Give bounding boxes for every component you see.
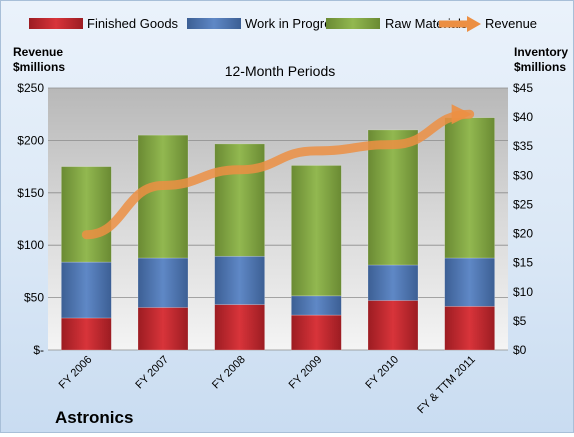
left-axis-tick-label: $200 — [17, 133, 44, 147]
x-axis-category-label: FY & TTM 2011 — [415, 354, 478, 417]
bar-work-in-progress — [367, 264, 419, 301]
bar-work-in-progress — [61, 261, 112, 319]
x-axis-category-label: FY 2006 — [57, 354, 95, 392]
bars-group — [61, 117, 495, 351]
bar-work-in-progress — [291, 295, 342, 316]
left-axis-title-line1: Revenue — [13, 45, 63, 59]
left-axis-tick-label: $- — [33, 343, 44, 357]
right-axis-title-line1: Inventory — [514, 45, 568, 59]
bar-raw-materials — [367, 129, 419, 266]
right-axis-tick-label: $30 — [513, 168, 533, 182]
legend-label-work-in-progress: Work in Progress — [245, 16, 345, 31]
bar-raw-materials — [61, 166, 112, 263]
bar-finished-goods — [61, 317, 112, 351]
legend-label-revenue: Revenue — [485, 16, 537, 31]
bar-raw-materials — [444, 117, 495, 259]
right-axis-tick-label: $40 — [513, 110, 533, 124]
legend-label-finished-goods: Finished Goods — [87, 16, 179, 31]
bar-finished-goods — [444, 306, 495, 351]
revenue-arrowhead — [451, 104, 472, 125]
revenue-line-group — [81, 104, 475, 240]
bar-finished-goods — [367, 300, 419, 351]
bar-work-in-progress — [137, 257, 189, 308]
left-axis-tick-label: $250 — [17, 81, 44, 95]
bar-raw-materials — [137, 134, 189, 259]
left-axis-tick-label: $50 — [24, 291, 44, 305]
x-axis-category-label: FY 2010 — [363, 354, 401, 392]
chart-title: 12-Month Periods — [225, 63, 336, 79]
legend: Finished Goods Work in Progress Raw Mate… — [29, 16, 537, 32]
right-axis-tick-label: $0 — [513, 343, 527, 357]
legend-swatch-work-in-progress — [187, 18, 241, 29]
bar-raw-materials — [291, 165, 342, 297]
right-axis-tick-label: $35 — [513, 139, 533, 153]
left-axis-ticks: $- $50 $100 $150 $200 $250 — [17, 81, 44, 357]
x-axis-category-label: FY 2007 — [133, 354, 171, 392]
bar-finished-goods — [137, 307, 189, 351]
bar-raw-materials — [214, 143, 265, 257]
bar-finished-goods — [214, 304, 265, 351]
left-axis-tick-label: $100 — [17, 238, 44, 252]
x-axis-labels: FY 2006 FY 2007 FY 2008 FY 2009 FY 2010 FY & … — [57, 354, 478, 417]
bar-work-in-progress — [444, 257, 495, 307]
right-axis-tick-label: $15 — [513, 256, 533, 270]
x-axis-category-label: FY 2009 — [287, 354, 325, 392]
legend-swatch-raw-materials — [326, 18, 380, 29]
bar-finished-goods — [291, 314, 342, 351]
right-axis-tick-label: $10 — [513, 285, 533, 299]
x-axis-category-label: FY 2008 — [210, 354, 248, 392]
right-axis-tick-label: $20 — [513, 227, 533, 241]
right-axis-title-line2: $millions — [514, 60, 566, 74]
left-axis-title-line2: $millions — [13, 60, 65, 74]
legend-arrow-revenue — [467, 16, 481, 32]
legend-swatch-finished-goods — [29, 18, 83, 29]
company-name: Astronics — [55, 408, 133, 427]
right-axis-tick-label: $45 — [513, 81, 533, 95]
left-axis-tick-label: $150 — [17, 186, 44, 200]
revenue-line — [81, 109, 475, 240]
right-axis-tick-label: $25 — [513, 197, 533, 211]
right-axis-ticks: $0 $5 $10 $15 $20 $25 $30 $35 $40 $45 — [513, 81, 533, 357]
gridlines — [48, 87, 508, 351]
bar-work-in-progress — [214, 255, 265, 305]
right-axis-tick-label: $5 — [513, 314, 527, 328]
